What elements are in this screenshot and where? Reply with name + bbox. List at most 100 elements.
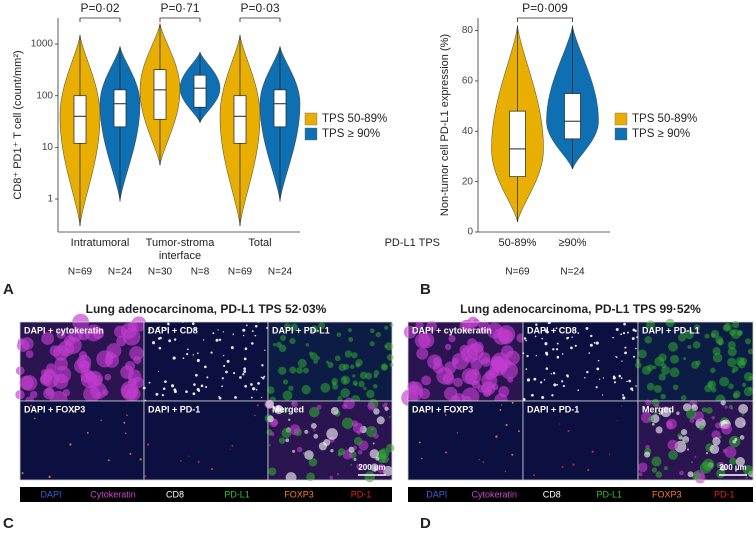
cell [68,328,83,343]
cell [330,407,339,415]
cell [630,387,634,391]
panel-title: Lung adenocarcinoma, PD-L1 TPS 52·03% [86,302,327,316]
cell [472,319,481,327]
cell [353,445,358,450]
cell [459,319,472,332]
legend-label: TPS ≥ 90% [632,128,690,140]
cell [482,461,484,463]
cell [668,341,678,352]
cell [645,320,656,330]
cell [590,334,593,338]
cell [124,432,127,434]
cell [275,405,282,412]
cell [170,384,175,388]
cell [631,337,635,340]
cell [722,448,727,453]
cell [559,423,561,425]
channel-label: PD-L1 [596,489,622,499]
cell [658,353,667,362]
cell [638,472,643,477]
cell [330,449,334,453]
cell [194,328,197,331]
cell [157,337,161,340]
cell [432,362,444,374]
cell [148,328,151,331]
cell [290,323,298,332]
cell [56,329,66,339]
cell [620,333,623,336]
channel-label: CD8 [543,489,561,499]
cell [715,422,722,429]
micro-tile [408,401,523,480]
cell [710,387,717,393]
cell [363,386,367,391]
cell [256,404,259,407]
cell [173,338,177,341]
cell [695,360,701,366]
cell [628,379,632,383]
cell [264,349,266,351]
cell [139,458,142,461]
cell [204,365,207,369]
cell [711,415,715,420]
cell [686,408,697,420]
cell [29,390,38,399]
cell [355,359,363,367]
cell [370,427,374,431]
cell [336,473,340,476]
cell [158,346,162,350]
cell [690,461,694,464]
cell [448,335,456,343]
cell [86,432,89,434]
cell [503,360,512,368]
cell [547,322,550,324]
cell [343,363,350,370]
cell [389,362,394,367]
cell [384,325,389,330]
cell [570,346,573,350]
cell [692,341,701,349]
channel-label: Cytokeratin [471,489,517,499]
cell [206,376,209,379]
cell [526,378,531,382]
cell [481,381,496,396]
cell [261,364,264,367]
cell [126,386,141,401]
cell [233,372,236,375]
cell [386,353,394,361]
cell [736,330,743,337]
panel-label: D [420,515,431,532]
cell [647,364,654,371]
cell [699,461,712,474]
cell [289,424,301,436]
cell [733,390,741,398]
cell [352,374,356,378]
x-category-label: Tumor-stroma interface [145,237,215,262]
cell [380,363,389,371]
cell [599,378,601,380]
cell [666,420,673,427]
cell [280,334,287,342]
cell [556,355,560,359]
cell [541,395,545,399]
cell [686,448,690,451]
tile-border [637,400,754,481]
cell [164,327,167,330]
cell [737,360,746,369]
cell [292,449,296,453]
cell [561,380,564,383]
cell [651,422,655,426]
n-label: N=69 [505,267,530,278]
x-category-label-box: Tumor-stroma interface [145,237,215,262]
cell [250,396,253,399]
cell [386,443,395,453]
cell [710,329,720,339]
cell [329,475,334,480]
cell [622,332,626,335]
cell [602,377,605,379]
cell [743,465,754,476]
cell [585,326,589,330]
cell [353,437,363,446]
cell [304,450,314,460]
